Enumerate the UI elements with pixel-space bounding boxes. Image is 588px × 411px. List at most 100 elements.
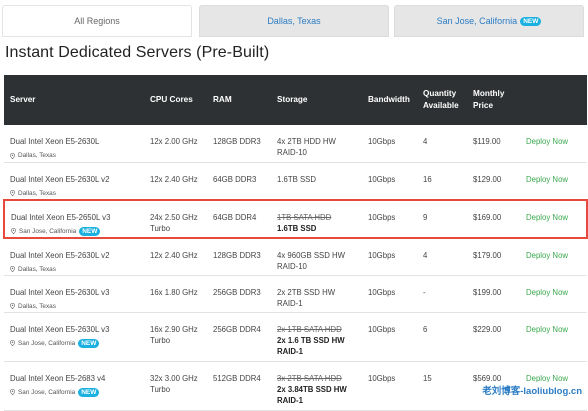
ram-value: 512GB DDR4 [213, 373, 261, 383]
quantity-value: 4 [423, 137, 428, 146]
col-header-action [520, 75, 587, 125]
storage-cell: 2x 2TB SSD HW RAID-1 [271, 275, 362, 313]
tab-all-regions[interactable]: All Regions [2, 5, 192, 37]
ram-cell: 128GB DDR3 [207, 125, 271, 163]
quantity-cell: 4 [417, 125, 467, 163]
server-cell: Dual Intel Xeon E5-2683 v4 San Jose, Cali… [4, 361, 144, 411]
tab-label: Dallas, Texas [267, 16, 321, 26]
location-label: Dallas, Texas [18, 302, 56, 310]
tab-dallas-texas[interactable]: Dallas, Texas [199, 5, 389, 37]
new-badge: NEW [78, 387, 100, 397]
server-location: San Jose, California NEW [10, 338, 138, 349]
server-location: Dallas, Texas [10, 264, 138, 275]
action-cell: Deploy Now [520, 162, 587, 200]
storage-value: 4x 960GB SSD HW RAID-10 [277, 250, 346, 271]
table-row: Dual Intel Xeon E5-2630L v2 Dallas, Texas… [4, 162, 587, 200]
ram-cell: 128GB DDR3 [207, 237, 271, 276]
action-cell: Deploy Now [520, 312, 587, 362]
watermark: 老刘博客-laoliublog.cn [480, 382, 584, 398]
price-cell: $179.00 [467, 237, 520, 276]
action-cell: Deploy Now [520, 237, 587, 276]
ram-value: 128GB DDR3 [213, 137, 261, 146]
server-name: Dual Intel Xeon E5-2630L v3 [10, 324, 110, 334]
server-cell: Dual Intel Xeon E5-2630L v3 Dallas, Texas [4, 275, 144, 313]
price-value: $169.00 [473, 212, 502, 222]
quantity-cell: 4 [417, 237, 467, 276]
col-header-quantity: Quantity Available [417, 75, 467, 125]
bandwidth-cell: 10Gbps [362, 275, 417, 313]
tab-san-jose-california[interactable]: San Jose, California NEW [394, 5, 584, 37]
action-cell: Deploy Now [520, 198, 588, 239]
quantity-value: 15 [423, 373, 432, 383]
quantity-cell: - [417, 275, 467, 313]
location-pin-icon [10, 340, 15, 346]
location-pin-icon [10, 389, 15, 395]
cpu-cell: 16x 2.90 GHz Turbo [144, 312, 207, 362]
cpu-cell: 24x 2.50 GHz Turbo [144, 198, 207, 239]
storage-old: 1TB SATA HDD [277, 212, 332, 222]
action-cell: Deploy Now [520, 125, 587, 163]
cpu-cell: 12x 2.40 GHz [144, 162, 207, 200]
server-name: Dual Intel Xeon E5-2630L v2 [10, 250, 110, 260]
page-title: Instant Dedicated Servers (Pre-Built) [5, 44, 270, 61]
quantity-cell: 9 [417, 198, 467, 239]
quantity-cell: 16 [417, 162, 467, 200]
location-pin-icon [10, 152, 15, 159]
storage-old: 2x 1TB SATA HDD [277, 324, 342, 334]
ram-cell: 512GB DDR4 [207, 361, 271, 411]
quantity-value: 9 [423, 212, 428, 222]
deploy-now-link[interactable]: Deploy Now [526, 212, 569, 222]
cpu-cell: 12x 2.00 GHz [144, 125, 207, 163]
location-label: Dallas, Texas [18, 152, 56, 159]
quantity-value: 16 [423, 174, 432, 184]
deploy-now-link[interactable]: Deploy Now [526, 373, 569, 383]
price-cell: $229.00 [467, 312, 520, 362]
location-pin-icon [10, 266, 15, 272]
quantity-value: 6 [423, 324, 428, 334]
server-cell: Dual Intel Xeon E5-2630L Dallas, Texas [4, 125, 144, 163]
price-cell: $129.00 [467, 162, 520, 200]
server-name: Dual Intel Xeon E5-2650L v3 [11, 212, 111, 222]
location-label: Dallas, Texas [18, 265, 56, 273]
storage-value: 2x 1.6 TB SSD HW RAID-1 [277, 335, 345, 356]
table-header-row: Server CPU Cores RAM Storage Bandwidth Q… [4, 75, 587, 125]
table-row: Dual Intel Xeon E5-2630L v2 Dallas, Texas… [4, 237, 587, 276]
bandwidth-cell: 10Gbps [362, 198, 417, 239]
bandwidth-cell: 10Gbps [362, 312, 417, 362]
ram-cell: 64GB DDR3 [207, 162, 271, 200]
server-location: San Jose, California NEW [10, 387, 138, 398]
location-pin-icon [11, 228, 16, 234]
deploy-now-link[interactable]: Deploy Now [526, 137, 569, 146]
bandwidth-cell: 10Gbps [362, 237, 417, 276]
storage-value: 2x 3.84TB SSD HW RAID-1 [277, 384, 347, 405]
location-label: San Jose, California [18, 388, 76, 396]
server-cell: Dual Intel Xeon E5-2630L v3 San Jose, Cal… [4, 312, 144, 362]
bandwidth-cell: 10Gbps [362, 162, 417, 200]
location-pin-icon [10, 190, 15, 196]
location-label: San Jose, California [18, 339, 76, 347]
col-header-cpu: CPU Cores [144, 75, 207, 125]
storage-cell: 4x 960GB SSD HW RAID-10 [271, 237, 362, 276]
bandwidth-value: 10Gbps [368, 174, 396, 184]
deploy-now-link[interactable]: Deploy Now [526, 324, 569, 334]
bandwidth-value: 10Gbps [368, 250, 396, 260]
deploy-now-link[interactable]: Deploy Now [526, 250, 569, 260]
server-location: Dallas, Texas [10, 188, 138, 199]
ram-cell: 256GB DDR4 [207, 312, 271, 362]
bandwidth-value: 10Gbps [368, 212, 396, 222]
bandwidth-cell: 10Gbps [362, 125, 417, 163]
quantity-value: - [423, 287, 426, 297]
region-tabs: All Regions Dallas, Texas San Jose, Cali… [0, 0, 588, 40]
price-value: $129.00 [473, 174, 502, 184]
storage-value: 1.6TB SSD [277, 174, 316, 184]
price-cell: $169.00 [467, 198, 520, 239]
table-row: Dual Intel Xeon E5-2650L v3 San Jose, Cal… [3, 198, 588, 239]
price-value: $119.00 [473, 137, 501, 146]
server-cell: Dual Intel Xeon E5-2630L v2 Dallas, Texas [4, 162, 144, 200]
deploy-now-link[interactable]: Deploy Now [526, 287, 569, 297]
deploy-now-link[interactable]: Deploy Now [526, 174, 569, 184]
tab-label: All Regions [74, 16, 120, 26]
storage-cell: 3x 2TB SATA HDD 2x 3.84TB SSD HW RAID-1 [271, 361, 362, 411]
server-name: Dual Intel Xeon E5-2630L [10, 137, 100, 146]
location-label: Dallas, Texas [18, 189, 56, 197]
